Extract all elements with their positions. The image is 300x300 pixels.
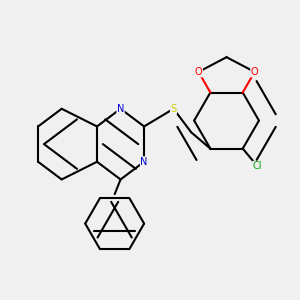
Text: S: S — [170, 104, 177, 114]
Text: O: O — [195, 67, 203, 77]
Text: Cl: Cl — [253, 161, 262, 171]
Text: O: O — [251, 67, 258, 77]
Text: N: N — [140, 157, 148, 167]
Text: N: N — [117, 104, 124, 114]
